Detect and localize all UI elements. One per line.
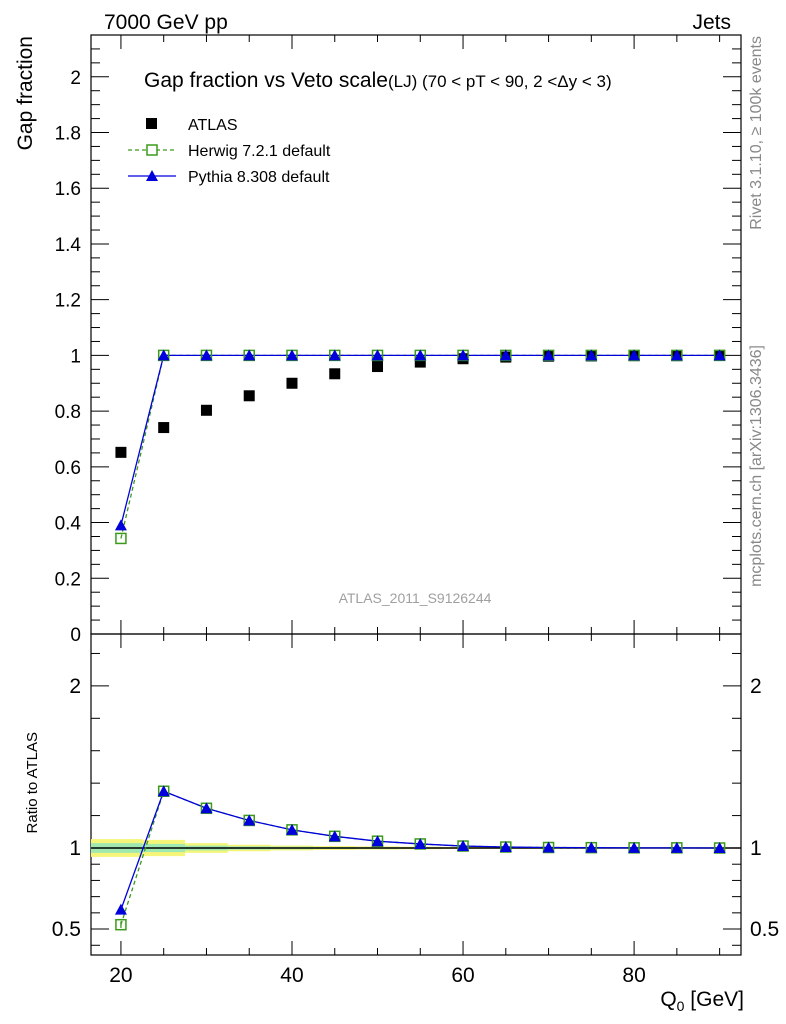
ratio-pythia-point bbox=[542, 841, 555, 853]
x-tick-label: 20 bbox=[109, 964, 132, 987]
atlas-point bbox=[329, 368, 341, 380]
rivet-label: Rivet 3.1.10, ≥ 100k events bbox=[748, 36, 765, 230]
ratio-y-tick-label-left: 1 bbox=[69, 837, 81, 860]
pythia-point bbox=[713, 349, 726, 361]
pythia-point bbox=[243, 349, 256, 361]
y-tick-label: 0.2 bbox=[55, 569, 81, 590]
ratio-pythia-point bbox=[371, 835, 384, 847]
pythia-point bbox=[157, 349, 170, 361]
pythia-point bbox=[285, 349, 298, 361]
atlas-point bbox=[200, 404, 212, 416]
atlas-point bbox=[372, 361, 384, 373]
ratio-y-axis-title: Ratio to ATLAS bbox=[24, 732, 41, 833]
pythia-line bbox=[120, 354, 720, 526]
main-panel: 0 0.2 0.4 0.6 0.8 1 1.2 1.4 1.6 1.8 2 bbox=[55, 34, 742, 646]
pythia-point bbox=[114, 519, 127, 531]
pythia-point bbox=[499, 349, 512, 361]
header-right: Jets bbox=[692, 11, 731, 34]
y-tick-label: 2 bbox=[70, 68, 81, 89]
chart-title: Gap fraction vs Veto scale(LJ) (70 < pT … bbox=[144, 69, 612, 92]
legend-herwig-marker bbox=[146, 144, 158, 156]
pythia-point bbox=[585, 349, 598, 361]
ratio-y-tick-label-left: 0.5 bbox=[52, 918, 81, 941]
header-left: 7000 GeV pp bbox=[104, 11, 228, 34]
ratio-pythia-point bbox=[414, 837, 427, 849]
legend-atlas-marker bbox=[146, 118, 157, 129]
y-tick-label: 0 bbox=[70, 625, 81, 646]
x-tick-label: 60 bbox=[451, 964, 474, 987]
legend: ATLAS Herwig 7.2.1 default Pythia 8.308 … bbox=[128, 117, 331, 186]
x-tick-label: 40 bbox=[280, 964, 303, 987]
atlas-point bbox=[115, 446, 127, 458]
y-tick-label: 0.6 bbox=[55, 458, 81, 479]
ratio-pythia-point bbox=[285, 823, 298, 835]
ratio-pythia-point bbox=[670, 841, 683, 853]
y-tick-label: 1.8 bbox=[55, 124, 81, 145]
legend-pythia-marker bbox=[146, 170, 158, 181]
x-axis-title: Q0 [GeV] bbox=[660, 988, 744, 1014]
y-tick-label: 1.4 bbox=[55, 235, 82, 256]
ratio-pythia-point bbox=[499, 841, 512, 853]
ratio-pythia-point bbox=[157, 785, 170, 797]
atlas-point bbox=[243, 390, 255, 402]
pythia-point bbox=[328, 349, 341, 361]
ratio-y-tick-label-right: 0.5 bbox=[750, 918, 779, 941]
legend-pythia-label: Pythia 8.308 default bbox=[188, 169, 330, 186]
ratio-frame bbox=[90, 633, 742, 956]
y-tick-label: 1.6 bbox=[55, 179, 81, 200]
pythia-point bbox=[200, 349, 213, 361]
atlas-point bbox=[286, 377, 298, 389]
ratio-y-tick-label-left: 2 bbox=[69, 675, 81, 698]
ratio-y-tick-label-right: 1 bbox=[750, 837, 762, 860]
pythia-point bbox=[670, 349, 683, 361]
ratio-pythia-point bbox=[243, 814, 256, 826]
ratio-pythia-point bbox=[628, 841, 641, 853]
atlas-point bbox=[158, 422, 170, 434]
ratio-herwig-point bbox=[115, 918, 127, 931]
mcplots-label: mcplots.cern.ch [arXiv:1306.3436] bbox=[748, 345, 765, 587]
legend-herwig-label: Herwig 7.2.1 default bbox=[188, 143, 331, 160]
pythia-point bbox=[628, 349, 641, 361]
ratio-pythia-point bbox=[585, 841, 598, 853]
legend-atlas-label: ATLAS bbox=[188, 117, 238, 134]
analysis-watermark: ATLAS_2011_S9126244 bbox=[339, 590, 492, 606]
main-y-axis-title: Gap fraction bbox=[14, 36, 37, 150]
pythia-point bbox=[371, 349, 384, 361]
ratio-panel: 20 40 60 80 0.5 0.5 1 1 2 2 bbox=[52, 633, 779, 987]
pythia-point bbox=[542, 349, 555, 361]
pythia-point bbox=[457, 349, 470, 361]
x-tick-label: 80 bbox=[622, 964, 645, 987]
ratio-pythia-point bbox=[328, 830, 341, 842]
ratio-pythia-point bbox=[713, 842, 726, 853]
y-tick-label: 1.2 bbox=[55, 291, 81, 312]
atlas-point bbox=[414, 356, 426, 368]
ratio-pythia-point bbox=[200, 802, 213, 814]
pythia-point bbox=[414, 349, 427, 361]
ratio-pythia-point bbox=[457, 840, 470, 852]
ratio-y-tick-label-right: 2 bbox=[750, 675, 762, 698]
herwig-line bbox=[120, 354, 720, 539]
y-tick-label: 0.8 bbox=[55, 402, 81, 423]
y-tick-label: 0.4 bbox=[55, 514, 82, 535]
herwig-point bbox=[115, 532, 127, 545]
y-tick-label: 1 bbox=[70, 346, 81, 367]
